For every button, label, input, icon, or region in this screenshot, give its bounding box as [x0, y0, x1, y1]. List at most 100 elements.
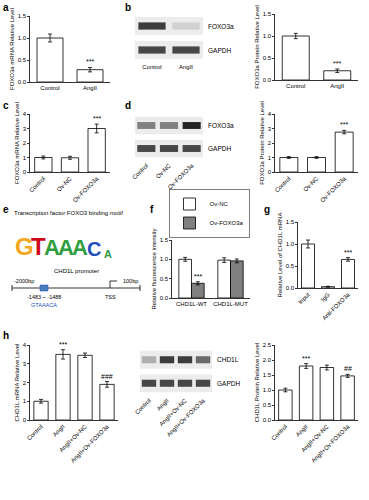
svg-text:0: 0: [23, 417, 27, 423]
svg-text:CHD1L: CHD1L: [217, 356, 239, 363]
svg-text:b: b: [125, 2, 131, 13]
svg-text:Control: Control: [134, 398, 152, 416]
svg-text:FOXO3a mRNA Relative Level: FOXO3a mRNA Relative Level: [14, 102, 20, 184]
svg-text:Ov-NC: Ov-NC: [210, 201, 229, 207]
svg-text:***: ***: [302, 355, 310, 362]
svg-text:FOXO3a: FOXO3a: [208, 122, 234, 129]
svg-text:AngII+Ov-FOXO3a: AngII+Ov-FOXO3a: [166, 397, 207, 438]
svg-text:1.0: 1.0: [18, 35, 27, 41]
svg-text:AngII: AngII: [83, 85, 97, 91]
svg-text:1: 1: [23, 398, 27, 404]
svg-text:***: ***: [86, 58, 94, 65]
svg-text:Ov-NC: Ov-NC: [56, 175, 74, 193]
svg-text:Control: Control: [26, 424, 44, 442]
svg-text:2.5: 2.5: [263, 342, 272, 348]
svg-text:2: 2: [268, 140, 272, 146]
svg-text:***: ***: [194, 273, 202, 280]
svg-text:***: ***: [344, 249, 352, 256]
svg-text:1.5: 1.5: [160, 237, 169, 243]
svg-text:IgG: IgG: [320, 291, 331, 302]
svg-text:Control: Control: [131, 163, 149, 181]
svg-text:1: 1: [23, 155, 27, 161]
svg-text:***: ***: [333, 60, 341, 67]
svg-text:1.5: 1.5: [286, 219, 295, 225]
svg-text:1.0: 1.0: [263, 33, 272, 39]
svg-text:0.0: 0.0: [18, 79, 27, 85]
svg-text:FOXO3a: FOXO3a: [208, 23, 234, 30]
svg-text:3: 3: [23, 126, 27, 132]
svg-text:0.5: 0.5: [263, 402, 272, 408]
svg-text:C: C: [87, 238, 101, 260]
svg-text:A: A: [58, 235, 74, 260]
svg-text:0.5: 0.5: [160, 276, 169, 282]
svg-text:4: 4: [23, 111, 27, 117]
svg-text:e: e: [3, 204, 9, 215]
svg-text:GAPDH: GAPDH: [217, 380, 240, 387]
svg-text:2: 2: [23, 380, 27, 386]
svg-text:1.5: 1.5: [263, 11, 272, 17]
svg-text:T: T: [31, 233, 46, 260]
svg-text:Ov-NC: Ov-NC: [302, 175, 320, 193]
svg-text:AngII+Ov-FOXO3a: AngII+Ov-FOXO3a: [70, 423, 111, 464]
svg-text:G: G: [15, 233, 34, 260]
svg-text:AngII+Ov-NC: AngII+Ov-NC: [300, 423, 330, 453]
svg-text:0.0: 0.0: [286, 285, 295, 291]
svg-text:d: d: [125, 100, 131, 111]
svg-text:1.5: 1.5: [263, 372, 272, 378]
svg-text:g: g: [264, 204, 270, 215]
svg-text:1.0: 1.0: [263, 387, 272, 393]
svg-text:Ov-FOXO3a: Ov-FOXO3a: [210, 220, 244, 226]
svg-text:100bp: 100bp: [123, 278, 138, 284]
svg-text:CHD1L mRNA Relative Level: CHD1L mRNA Relative Level: [14, 344, 20, 422]
svg-text:2: 2: [23, 140, 27, 146]
svg-text:AngII: AngII: [156, 397, 170, 411]
svg-text:TSS: TSS: [105, 294, 116, 300]
svg-text:a: a: [3, 2, 9, 13]
svg-text:4: 4: [23, 342, 27, 348]
svg-text:Control: Control: [274, 176, 292, 194]
svg-text:AngII: AngII: [52, 423, 66, 437]
svg-text:0.0: 0.0: [263, 77, 272, 83]
svg-text:CHD1L-MUT: CHD1L-MUT: [213, 301, 248, 307]
svg-text:Ov-NC: Ov-NC: [155, 162, 173, 180]
svg-text:GTAAACA: GTAAACA: [31, 302, 57, 308]
svg-text:0: 0: [23, 169, 27, 175]
svg-text:AngII+Ov-NC: AngII+Ov-NC: [58, 423, 88, 453]
svg-text:FOXO3a mRNA Relative Level: FOXO3a mRNA Relative Level: [9, 8, 15, 90]
svg-text:Ov-FOXO3a: Ov-FOXO3a: [319, 175, 347, 203]
svg-text:f: f: [150, 204, 154, 215]
svg-text:c: c: [3, 100, 9, 111]
svg-text:Anti-FOXO3a: Anti-FOXO3a: [321, 291, 351, 321]
svg-text:***: ***: [59, 341, 67, 348]
svg-text:0.5: 0.5: [18, 57, 27, 63]
svg-text:1.5: 1.5: [18, 13, 27, 19]
svg-text:GAPDH: GAPDH: [208, 145, 231, 152]
svg-text:A: A: [72, 235, 88, 260]
svg-text:GAPDH: GAPDH: [208, 47, 231, 54]
svg-text:Input: Input: [297, 291, 311, 305]
svg-text:4: 4: [268, 111, 272, 117]
svg-text:FOXO3a Protein Relative Level: FOXO3a Protein Relative Level: [254, 5, 260, 89]
svg-text:AngII: AngII: [330, 83, 344, 89]
svg-text:Relative Level of CHD1L mRNA: Relative Level of CHD1L mRNA: [277, 213, 283, 298]
svg-text:A: A: [104, 248, 112, 260]
svg-text:Ov-FOXO3a: Ov-FOXO3a: [72, 175, 100, 203]
svg-text:0.5: 0.5: [286, 263, 295, 269]
svg-text:0: 0: [268, 169, 272, 175]
svg-text:AngII: AngII: [295, 423, 309, 437]
svg-text:1.0: 1.0: [286, 241, 295, 247]
svg-text:***: ***: [93, 115, 101, 122]
svg-text:Ov-FOXO3a: Ov-FOXO3a: [167, 162, 195, 190]
svg-text:Transcription factor FOXO3 bin: Transcription factor FOXO3 binding motif: [14, 210, 123, 216]
svg-text:1.0: 1.0: [160, 256, 169, 262]
svg-text:AngII: AngII: [179, 64, 193, 70]
svg-text:-1483 ~ -1488: -1483 ~ -1488: [27, 294, 61, 300]
svg-text:CHD1L promoter: CHD1L promoter: [54, 268, 99, 274]
svg-text:A: A: [44, 235, 60, 260]
svg-text:0.0: 0.0: [263, 417, 272, 423]
svg-text:2.0: 2.0: [263, 357, 272, 363]
svg-text:AngII+Ov-FOXO3a: AngII+Ov-FOXO3a: [310, 423, 351, 464]
svg-text:Control: Control: [28, 176, 46, 194]
svg-text:3: 3: [23, 361, 27, 367]
svg-text:###: ###: [101, 373, 113, 380]
